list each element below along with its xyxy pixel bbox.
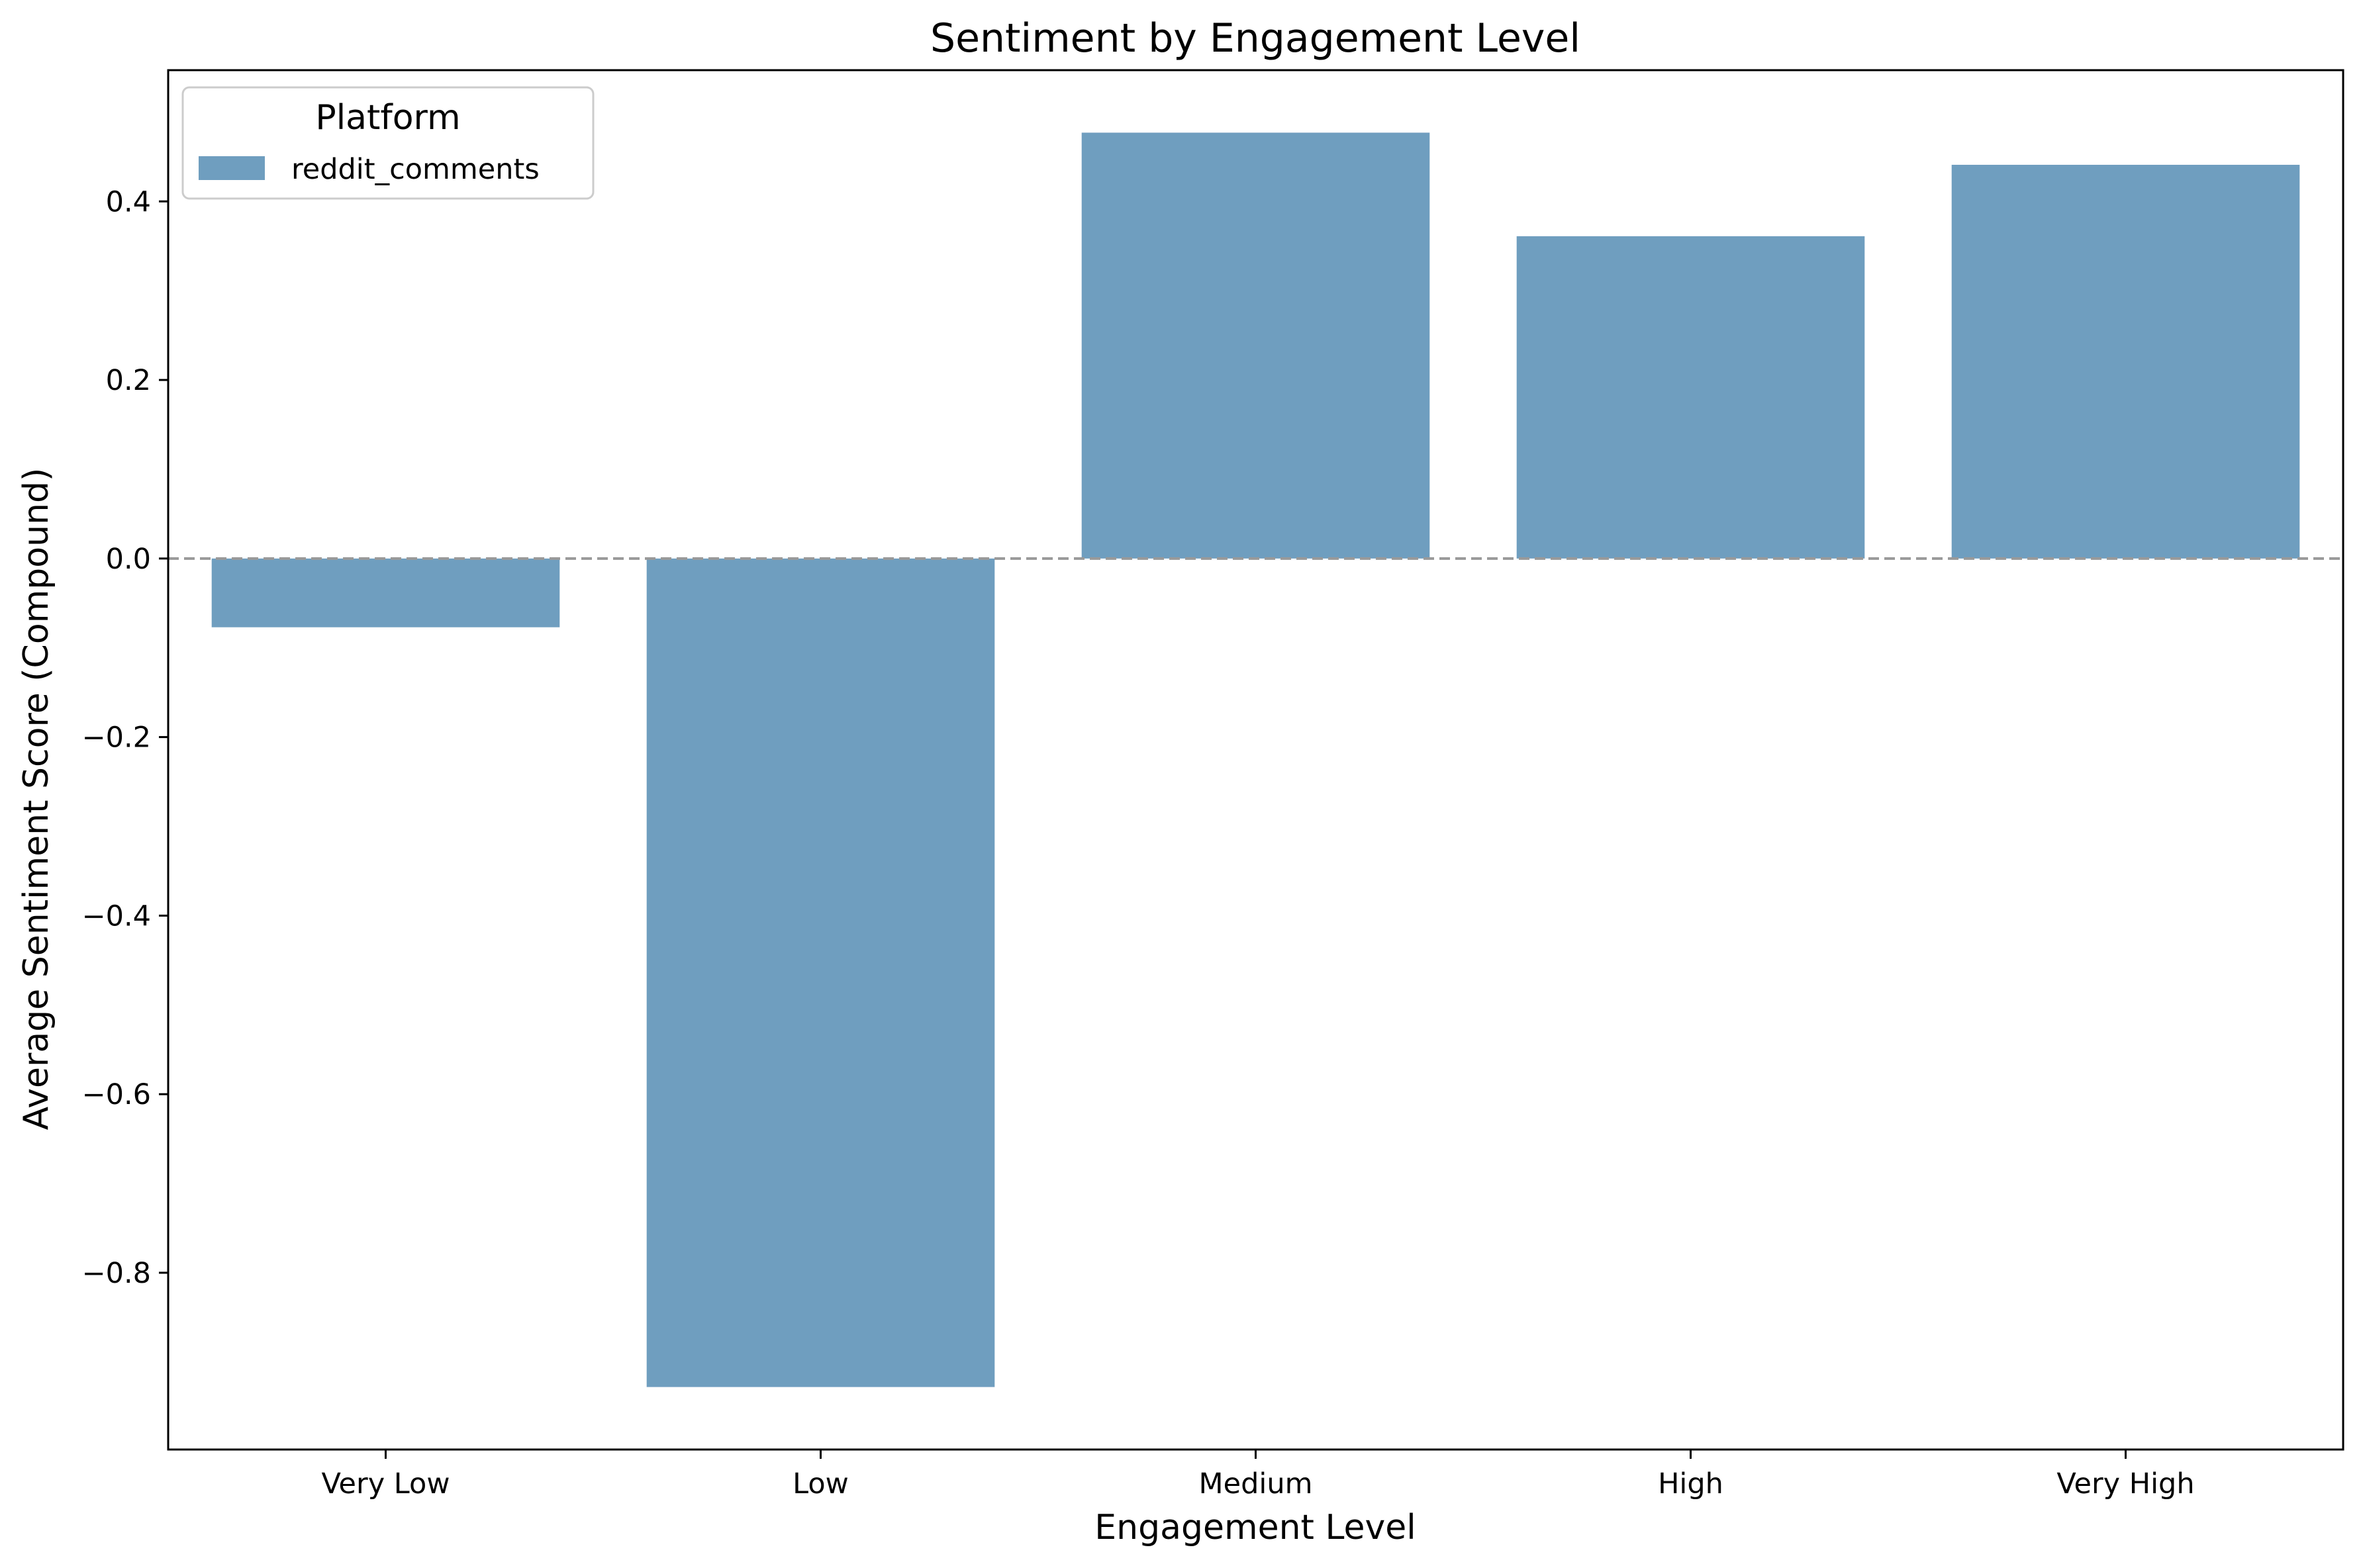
x-axis-title: Engagement Level: [1094, 1508, 1416, 1547]
bar-medium: [1081, 132, 1430, 559]
bar-low: [646, 558, 995, 1387]
y-tick-label: −0.4: [82, 899, 151, 933]
x-tick-label: Very Low: [321, 1467, 450, 1500]
legend-frame: [181, 86, 595, 200]
y-tick-label: −0.2: [82, 721, 151, 755]
legend-title: Platform: [315, 98, 460, 138]
x-tick-label: Medium: [1199, 1467, 1313, 1500]
y-tick-label: 0.0: [106, 543, 151, 576]
chart-title: Sentiment by Engagement Level: [930, 15, 1580, 62]
y-tick-label: −0.6: [82, 1078, 151, 1111]
legend-label: reddit_comments: [291, 153, 540, 186]
x-tick-label: Very High: [2056, 1467, 2194, 1500]
y-axis-title: Average Sentiment Score (Compound): [17, 468, 56, 1130]
y-tick-label: −0.8: [82, 1257, 151, 1290]
legend: Platform reddit_comments: [181, 86, 595, 200]
bar-very-high: [1951, 164, 2300, 559]
bar-very-low: [211, 558, 560, 627]
legend-swatch: [199, 156, 265, 180]
bars-layer: [211, 132, 2300, 1387]
x-axis-ticks: Very Low Low Medium High Very High: [321, 1450, 2195, 1500]
bar-high: [1516, 236, 1865, 559]
x-tick-label: Low: [793, 1467, 849, 1500]
y-tick-label: 0.2: [106, 364, 151, 397]
y-axis-ticks: −0.8 −0.6 −0.4 −0.2 0.0 0.2 0.4: [82, 185, 168, 1290]
y-tick-label: 0.4: [106, 185, 151, 218]
x-tick-label: High: [1658, 1467, 1723, 1500]
